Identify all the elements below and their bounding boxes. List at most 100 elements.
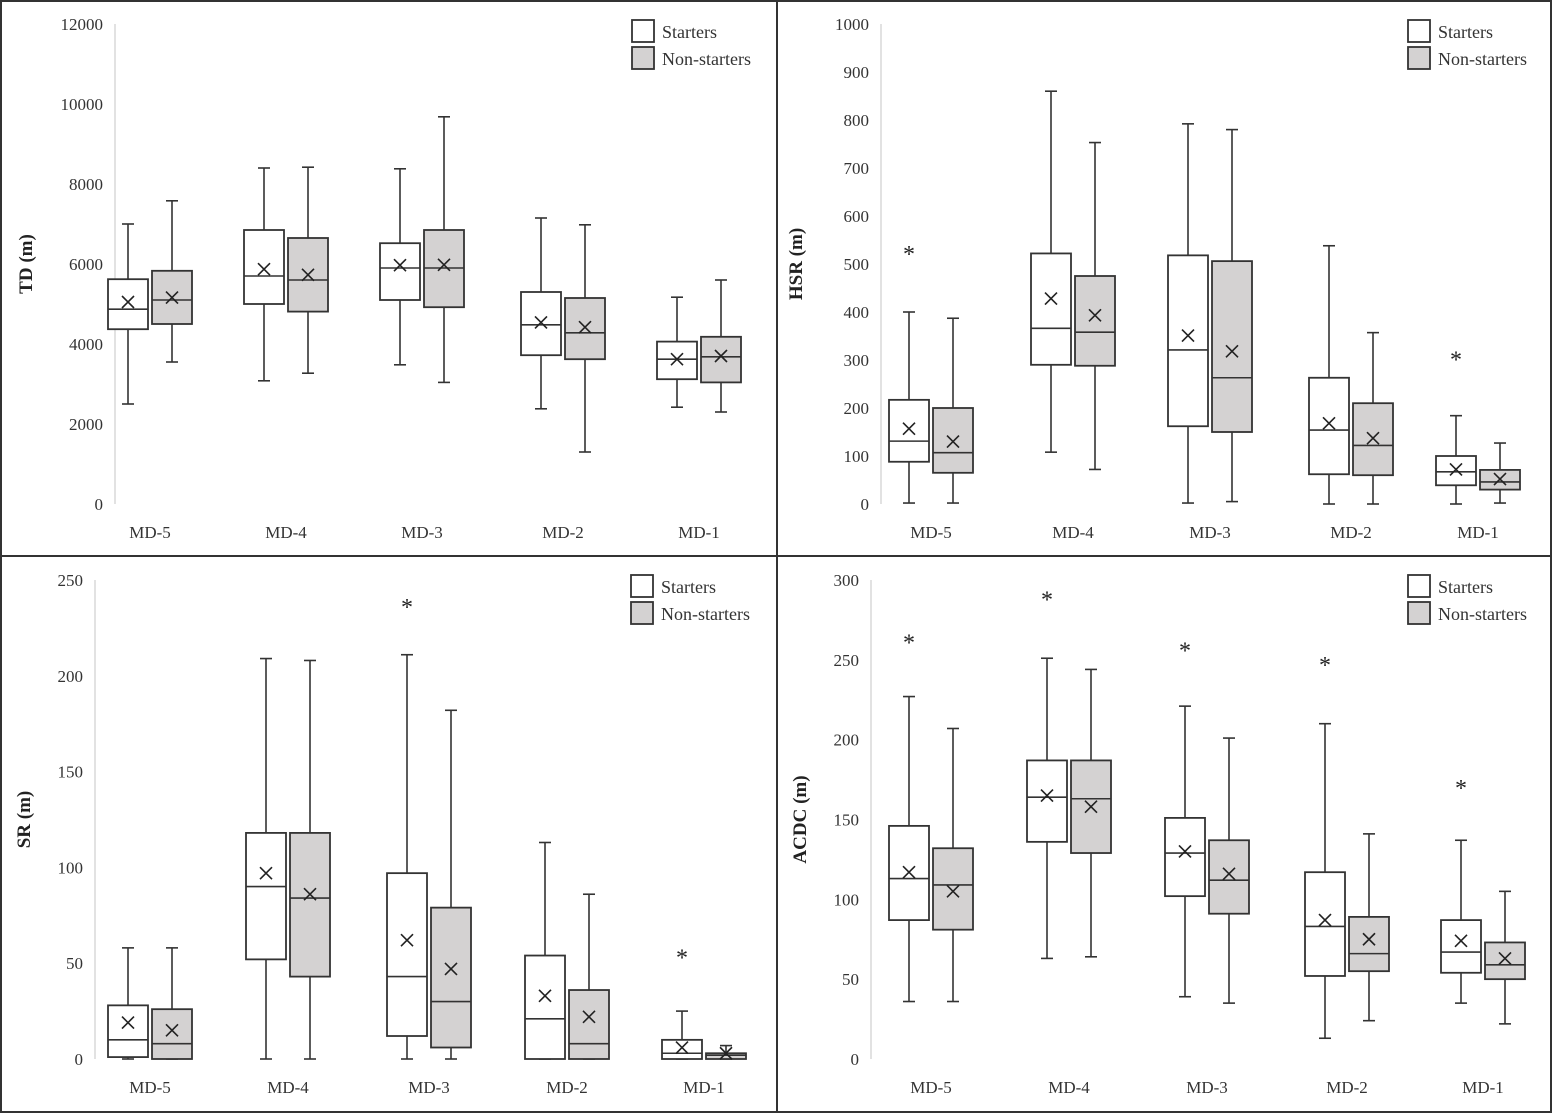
box-iqr xyxy=(1026,759,1068,843)
x-tick-label: MD-5 xyxy=(910,523,952,542)
x-tick-label: MD-2 xyxy=(1330,523,1372,542)
legend-label-non-starters: Non-starters xyxy=(662,49,751,69)
box-starters xyxy=(1304,722,1346,1040)
mean-marker xyxy=(259,866,273,880)
mean-marker xyxy=(1225,344,1239,358)
y-tick-label: 200 xyxy=(834,731,860,750)
legend-label-non-starters: Non-starters xyxy=(661,604,750,624)
mean-marker xyxy=(165,291,179,305)
box-non-starters xyxy=(1352,331,1394,505)
significance-star: * xyxy=(1179,639,1191,665)
box-non-starters xyxy=(568,893,610,1060)
y-tick-label: 12000 xyxy=(61,15,104,34)
box-non-starters xyxy=(1348,833,1390,1022)
box-starters xyxy=(107,947,149,1060)
x-tick-label: MD-5 xyxy=(129,1078,171,1097)
y-tick-label: 150 xyxy=(58,763,84,782)
chart-sr: 0 50 100 150 200 250 SR (m) MD-5 MD-4 MD-3 MD-2 MD-… xyxy=(14,571,750,1097)
box-iqr xyxy=(245,832,287,961)
y-tick-label: 800 xyxy=(844,111,870,130)
mean-marker xyxy=(1493,472,1507,486)
legend-swatch-starters xyxy=(630,574,654,598)
significance-star: * xyxy=(1450,348,1462,374)
y-tick-label: 600 xyxy=(844,207,870,226)
legend-label-non-starters: Non-starters xyxy=(1438,604,1527,624)
box-starters xyxy=(107,223,149,405)
mean-marker xyxy=(393,258,407,272)
y-tick-label: 100 xyxy=(58,858,84,877)
box-non-starters xyxy=(1074,141,1116,471)
box-starters xyxy=(1030,90,1072,453)
x-tick-label: MD-4 xyxy=(267,1078,309,1097)
box-iqr xyxy=(379,242,421,301)
y-tick-label: 0 xyxy=(75,1050,84,1069)
chart-acdc: 0 50 100 150 200 250 300 ACDC (m) MD-5 MD-4 MD-3 MD… xyxy=(790,571,1527,1097)
significance-star: * xyxy=(676,946,688,972)
legend-label-starters: Starters xyxy=(661,577,716,597)
box-iqr xyxy=(656,340,698,381)
mean-marker xyxy=(1318,913,1332,927)
box-iqr xyxy=(1348,915,1390,973)
y-tick-label: 0 xyxy=(851,1050,860,1069)
legend-label-starters: Starters xyxy=(1438,22,1493,42)
y-tick-label: 250 xyxy=(834,651,860,670)
mean-marker xyxy=(538,989,552,1003)
legend: Starters Non-starters xyxy=(630,574,750,625)
x-tick-label: MD-4 xyxy=(265,523,307,542)
legend-swatch-starters xyxy=(1407,574,1431,598)
legend: Starters Non-starters xyxy=(1407,574,1527,625)
box-iqr xyxy=(107,1004,149,1058)
x-tick-label: MD-3 xyxy=(408,1078,450,1097)
significance-star: * xyxy=(401,595,413,621)
legend-swatch-starters xyxy=(631,19,655,43)
mean-marker xyxy=(121,1016,135,1030)
box-starters xyxy=(243,167,285,382)
y-tick-label: 150 xyxy=(834,811,860,830)
mean-marker xyxy=(257,262,271,276)
box-non-starters xyxy=(700,279,742,413)
y-tick-label: 8000 xyxy=(69,175,103,194)
mean-marker xyxy=(437,258,451,272)
box-iqr xyxy=(1208,839,1250,915)
box-iqr xyxy=(386,872,428,1037)
legend: Starters Non-starters xyxy=(631,19,751,70)
panel-td: 0 2000 4000 6000 8000 10000 12000 TD (m) MD-5 MD-… xyxy=(0,0,778,557)
box-starters xyxy=(379,168,421,366)
box-starters xyxy=(888,311,930,504)
box-iqr xyxy=(1484,941,1526,981)
legend-label-starters: Starters xyxy=(662,22,717,42)
box-iqr xyxy=(289,832,331,978)
mean-marker xyxy=(1044,291,1058,306)
box-non-starters xyxy=(423,116,465,384)
y-axis-title: TD (m) xyxy=(16,234,37,294)
mean-marker xyxy=(902,865,916,879)
y-tick-label: 0 xyxy=(861,495,870,514)
mean-marker xyxy=(1362,932,1376,946)
box-non-starters xyxy=(151,947,193,1060)
mean-marker xyxy=(400,933,414,947)
box-starters xyxy=(386,653,428,1060)
mean-marker xyxy=(670,352,684,366)
mean-marker xyxy=(1498,951,1512,965)
box-iqr xyxy=(1435,455,1477,487)
y-tick-label: 100 xyxy=(834,890,860,909)
y-tick-label: 500 xyxy=(844,255,870,274)
legend-swatch-starters xyxy=(1407,19,1431,43)
significance-star: * xyxy=(903,631,915,657)
box-starters xyxy=(1308,244,1350,505)
mean-marker xyxy=(1366,431,1380,445)
box-starters xyxy=(1435,414,1477,505)
x-tick-label: MD-1 xyxy=(683,1078,725,1097)
mean-marker xyxy=(1222,867,1236,881)
x-tick-label: MD-4 xyxy=(1048,1078,1090,1097)
box-iqr xyxy=(151,269,193,325)
x-tick-label: MD-3 xyxy=(1189,523,1231,542)
box-non-starters xyxy=(1479,442,1521,504)
y-tick-label: 100 xyxy=(844,447,870,466)
box-non-starters xyxy=(430,709,472,1060)
box-iqr xyxy=(568,989,610,1060)
x-tick-label: MD-4 xyxy=(1052,523,1094,542)
mean-marker xyxy=(946,435,960,449)
y-tick-label: 300 xyxy=(834,571,860,590)
box-iqr xyxy=(107,278,149,331)
